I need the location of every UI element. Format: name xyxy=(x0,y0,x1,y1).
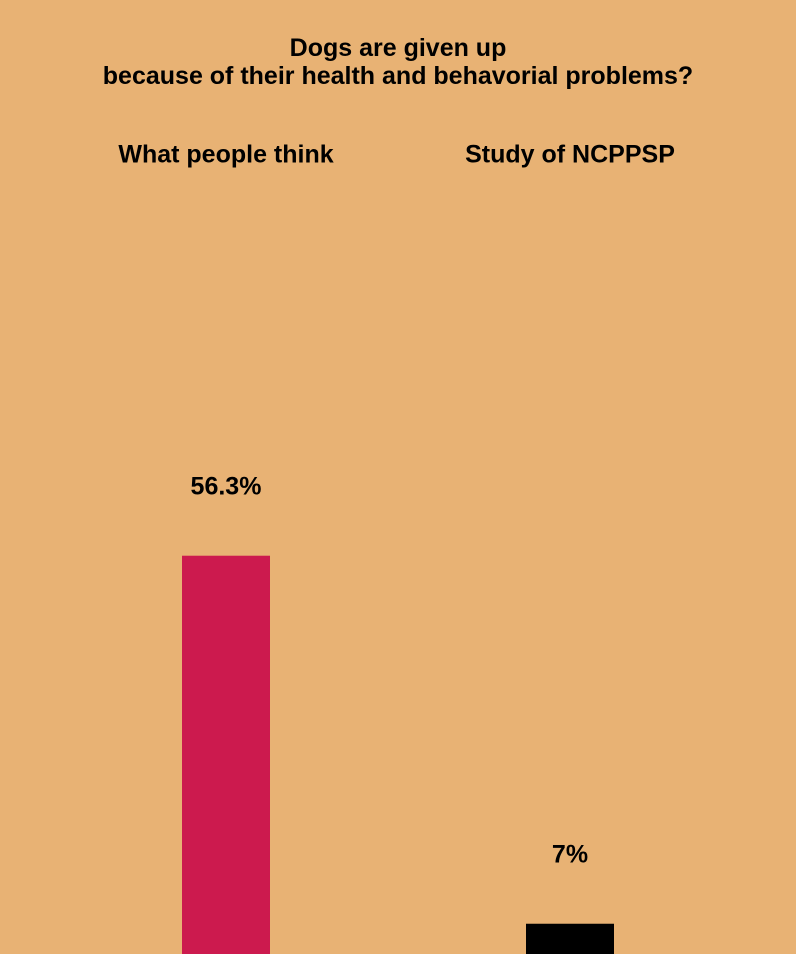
category-label: What people think xyxy=(118,141,333,169)
bar xyxy=(526,923,614,954)
category-label: Study of NCPPSP xyxy=(465,141,675,169)
value-label: 56.3% xyxy=(191,472,262,500)
chart-title: Dogs are given up because of their healt… xyxy=(102,34,694,90)
value-label: 7% xyxy=(552,840,588,868)
bar xyxy=(182,555,270,954)
